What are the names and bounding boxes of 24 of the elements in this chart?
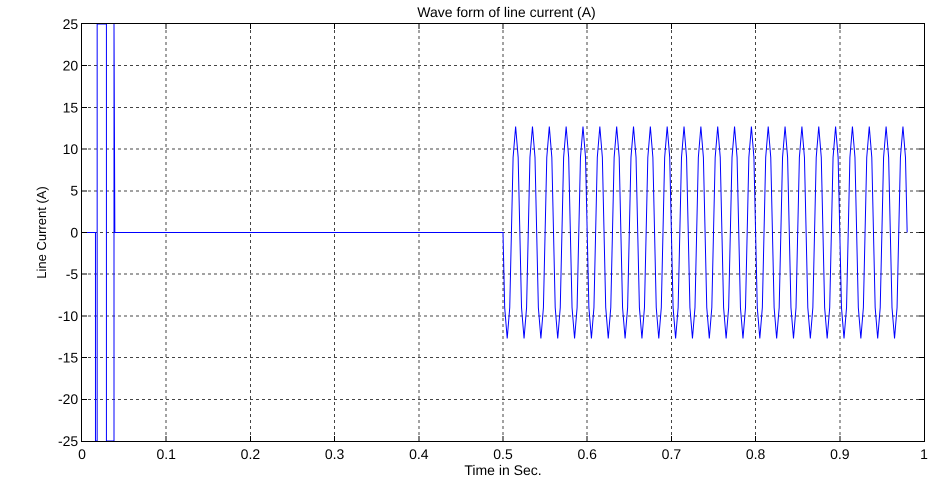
y-tick-label: -15: [58, 350, 78, 366]
x-tick-label: 0.9: [830, 446, 850, 462]
y-tick-label: -25: [58, 432, 78, 449]
y-tick-label: -10: [58, 308, 78, 324]
x-tick-label: 0.7: [662, 446, 682, 462]
x-tick-label: 1: [920, 446, 928, 462]
y-tick-label: -20: [58, 391, 78, 408]
x-tick-label: 0.8: [746, 446, 766, 462]
y-tick-label: 20: [62, 58, 78, 74]
chart-title: Wave form of line current (A): [417, 4, 596, 20]
x-axis-title: Time in Sec.: [464, 462, 542, 478]
y-tick-label: 10: [62, 141, 78, 157]
y-tick-label: 0: [70, 224, 78, 240]
x-tick-label: 0.4: [409, 446, 429, 462]
x-tick-label: 0.2: [240, 446, 260, 462]
x-tick-label: 0.5: [493, 446, 513, 462]
y-tick-label: 25: [62, 16, 78, 32]
x-tick-label: 0.3: [324, 446, 345, 462]
x-tick-label: 0.1: [156, 446, 176, 462]
y-tick-label: 5: [70, 182, 78, 199]
x-tick-label: 0.6: [577, 446, 598, 462]
y-axis-title: Line Current (A): [34, 186, 49, 279]
y-tick-label: 15: [62, 99, 78, 116]
y-tick-label: -5: [66, 266, 78, 282]
